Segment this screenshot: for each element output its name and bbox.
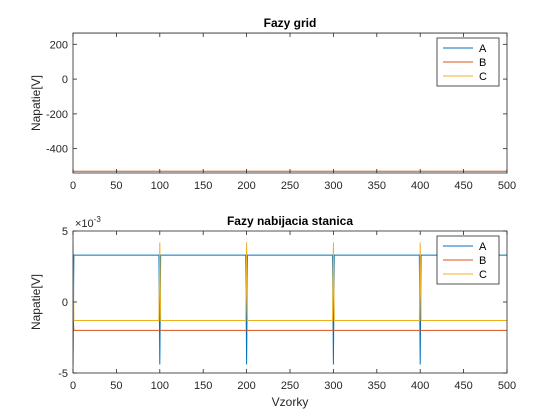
- chart2-series-group: [73, 242, 507, 366]
- chart1-ytick-label: 200: [50, 39, 68, 51]
- chart1-title: Fazy grid: [264, 16, 317, 30]
- chart1-ytick-label: -200: [46, 109, 68, 121]
- chart1-xtick-label: 400: [411, 180, 429, 192]
- chart2-xtick-label: 200: [237, 380, 255, 392]
- chart1-legend: ABC: [436, 37, 500, 87]
- chart1-xtick-label: 50: [110, 180, 122, 192]
- chart2-exponent-power: -3: [94, 215, 102, 224]
- chart1-xtick-label: 450: [454, 180, 472, 192]
- chart2-xtick-label: 450: [454, 380, 472, 392]
- chart1-xtick-label: 150: [194, 180, 212, 192]
- chart1-plot-area: [73, 33, 507, 173]
- chart1-ytick-label: 0: [62, 74, 68, 86]
- chart2-legend-label-C: C: [479, 269, 487, 281]
- chart1-ylabel: Napatie[V]: [29, 75, 43, 131]
- chart2-xtick-label: 300: [324, 380, 342, 392]
- chart2-xtick-label: 500: [498, 380, 516, 392]
- chart1-xtick-label: 300: [324, 180, 342, 192]
- chart2-ylabel: Napatie[V]: [29, 274, 43, 330]
- chart1-xtick-label: 250: [281, 180, 299, 192]
- chart2-exponent-base: ×10: [75, 218, 94, 230]
- chart2-xlabel: Vzorky: [272, 395, 309, 409]
- chart2-series-line-C: [73, 242, 507, 321]
- chart2-xtick-label: 150: [194, 380, 212, 392]
- chart2-series-line-B: [73, 316, 507, 331]
- chart1-ytick-label: -400: [46, 144, 68, 156]
- chart2-ytick-label: 5: [62, 226, 68, 238]
- chart1-xtick-label: 100: [151, 180, 169, 192]
- chart1-legend-label-B: B: [479, 57, 486, 69]
- chart2-title: Fazy nabijacia stanica: [227, 214, 353, 228]
- chart2-legend-label-A: A: [479, 241, 487, 253]
- chart2-xtick-label: 250: [281, 380, 299, 392]
- chart2-legend-label-B: B: [479, 255, 486, 267]
- chart1-legend-label-C: C: [479, 71, 487, 83]
- chart1-xtick-label: 500: [498, 180, 516, 192]
- chart1-xtick-label: 350: [368, 180, 386, 192]
- chart1-xtick-label: 200: [237, 180, 255, 192]
- chart2-xtick-label: 400: [411, 380, 429, 392]
- chart2-legend: ABC: [436, 235, 500, 285]
- chart2-ytick-label: -5: [58, 368, 68, 380]
- chart1-xtick-label: 0: [70, 180, 76, 192]
- chart1-legend-label-A: A: [479, 43, 487, 55]
- chart2-xtick-label: 350: [368, 380, 386, 392]
- chart2-exponent-label: ×10-3: [75, 215, 101, 230]
- chart2-xtick-label: 0: [70, 380, 76, 392]
- chart2-xtick-label: 100: [151, 380, 169, 392]
- chart1: 0 50 100 150 200 250 300 350 400 450 500 200 0 -200 -4…: [29, 16, 516, 192]
- chart2-xtick-label: 50: [110, 380, 122, 392]
- chart2-ytick-label: 0: [62, 297, 68, 309]
